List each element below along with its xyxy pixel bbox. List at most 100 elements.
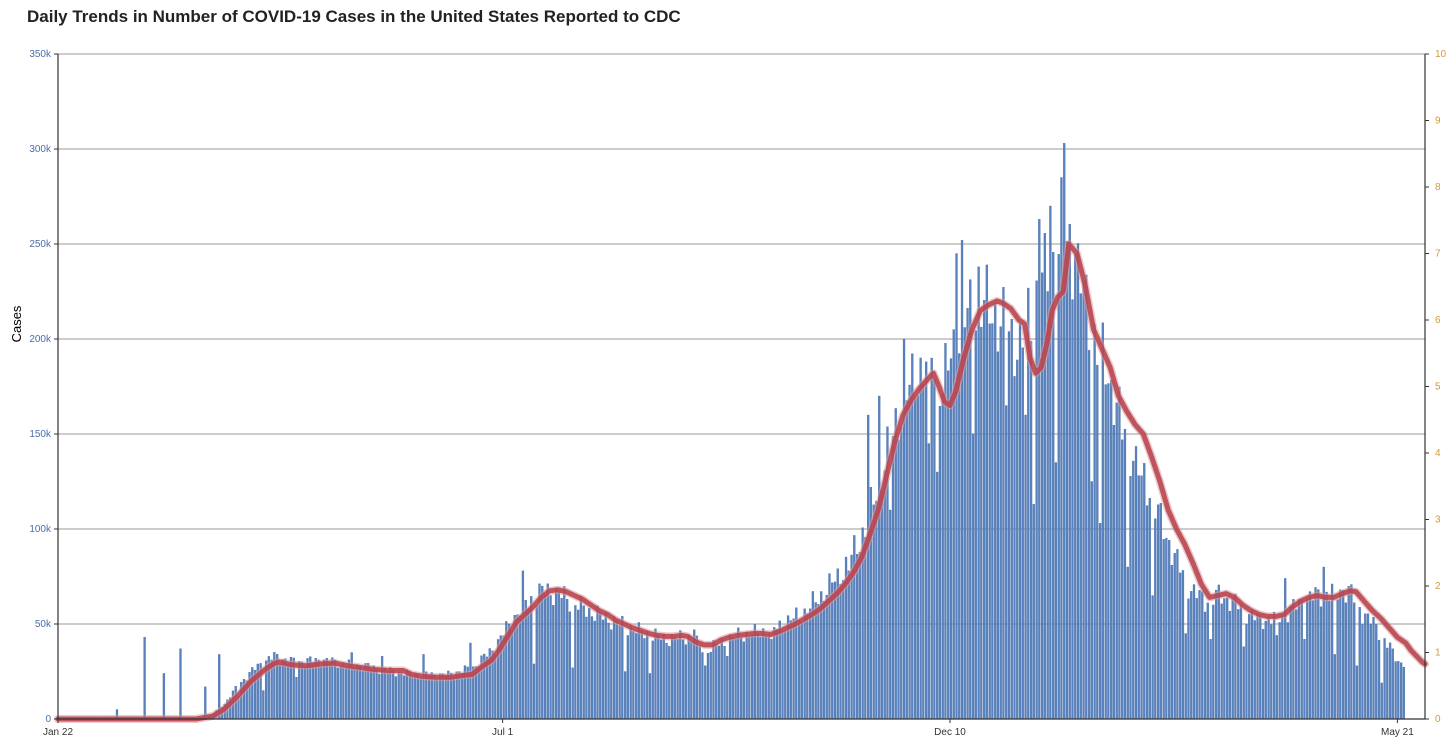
daily-case-bar [1085,274,1088,720]
daily-case-bar [629,625,632,720]
daily-case-bar [833,581,837,720]
daily-case-bar [911,353,914,720]
daily-case-bar [336,667,340,720]
daily-case-bar [427,676,431,720]
daily-case-bar [535,604,538,720]
daily-case-bar [1350,584,1353,720]
daily-case-bar [960,240,964,720]
daily-case-bar [817,604,820,720]
daily-case-bar [988,323,991,720]
daily-case-bar [637,622,641,720]
daily-case-bar [334,659,337,720]
daily-case-bar [1156,504,1160,720]
daily-case-bar [1181,570,1185,720]
daily-case-bar [646,631,649,720]
daily-case-bar [1297,599,1301,720]
daily-case-bar [621,616,624,720]
daily-case-bar [380,656,384,720]
daily-case-bar [1126,566,1129,720]
daily-case-bar [1040,272,1044,720]
daily-case-bar [1231,597,1234,720]
daily-case-bar [784,630,787,720]
daily-case-bar [1325,591,1328,720]
daily-case-bar [996,351,1000,720]
daily-case-bar [311,662,315,720]
daily-case-bar [949,358,953,720]
daily-case-bar [947,370,950,720]
daily-case-bar [1168,539,1171,720]
daily-case-bar [1038,219,1041,720]
daily-case-bar [477,667,480,720]
daily-case-bar [902,338,906,720]
daily-case-bar [657,634,660,720]
daily-case-bar [731,637,734,720]
gridlines [58,53,1425,625]
daily-case-bar [262,690,265,720]
daily-case-bar [878,395,881,720]
daily-case-bar [883,470,886,720]
daily-case-bar [358,665,362,720]
daily-case-bar [654,628,657,720]
daily-case-bar [1328,600,1331,720]
right-tick-label: 8 [1435,182,1441,193]
daily-case-bar [1372,617,1375,720]
daily-case-bar [574,605,577,720]
daily-case-bar [1212,604,1215,720]
daily-case-bar [1289,605,1292,720]
daily-case-bar [908,384,911,720]
daily-case-bar [582,605,585,720]
daily-case-bar [1245,623,1248,720]
daily-case-bar [317,659,320,720]
daily-case-bar [1054,462,1058,720]
daily-case-bar [1049,205,1052,720]
daily-case-bar [1145,505,1149,720]
daily-case-bar [1248,614,1251,720]
daily-case-bar [668,645,671,720]
daily-case-bar [1281,614,1284,720]
daily-case-bar [579,595,583,720]
daily-case-bar [565,599,569,720]
daily-case-bar [717,645,721,720]
axes [54,53,1429,723]
daily-case-bar [1292,599,1295,720]
daily-case-bar [1226,597,1229,720]
daily-case-bar [568,611,572,720]
daily-case-bar [891,436,895,720]
daily-case-bar [1190,591,1193,720]
daily-case-bar [941,393,944,720]
daily-case-bar [919,357,922,720]
daily-case-bar [604,611,607,720]
right-tick-label: 2 [1435,581,1441,592]
left-tick-label: 0 [45,714,51,725]
daily-case-bar [673,637,676,720]
right-tick-label: 6 [1435,315,1441,326]
daily-case-bar [751,635,754,720]
daily-case-bar [759,636,762,720]
daily-case-bar [552,605,555,720]
daily-case-bar [1284,578,1287,720]
daily-case-bar [839,584,842,720]
daily-case-bar [775,629,779,720]
daily-case-bar [615,620,618,720]
daily-case-bar [1399,662,1403,720]
daily-case-bar [1250,609,1254,720]
tick-labels: 0 50k 100k 150k 200k 250k 300k 350k 0 1 2 3 4 5 6 7 8 9 10… [29,49,1446,738]
daily-case-bar [1010,319,1013,720]
daily-case-bar [405,669,409,720]
daily-case-bar [356,664,359,720]
daily-case-bar [1198,590,1201,720]
daily-case-bar [1068,224,1071,720]
right-tick-label: 10 [1435,49,1447,60]
daily-case-bar [392,669,395,720]
daily-case-bar [1143,463,1146,720]
daily-case-bar [867,414,870,720]
daily-case-bar [422,654,425,720]
daily-case-bar [1339,589,1342,720]
daily-case-bar [1228,610,1232,720]
daily-case-bar [982,300,986,720]
daily-case-bar [1303,639,1306,720]
daily-case-bar [469,642,472,720]
daily-case-bar [1134,446,1138,720]
daily-case-bar [375,668,378,720]
daily-case-bar [1101,322,1105,720]
